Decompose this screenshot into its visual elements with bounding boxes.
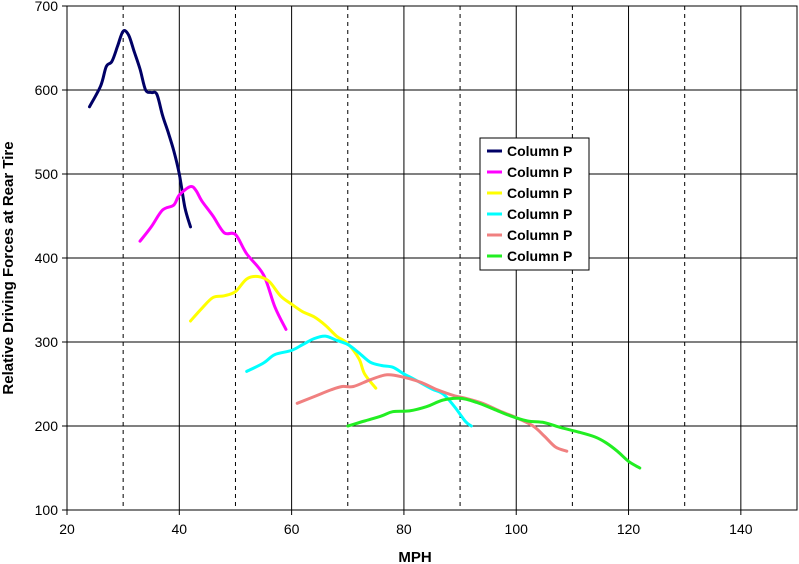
series-lines (88, 29, 642, 470)
grid (67, 5, 798, 510)
x-tick-label: 120 (617, 521, 641, 537)
y-tick-label: 700 (35, 0, 59, 14)
series-line-3 (189, 274, 378, 390)
y-tick-label: 100 (35, 502, 59, 518)
legend-label: Column P (507, 227, 572, 243)
x-tick-label: 40 (172, 521, 188, 537)
y-tick-label: 600 (35, 82, 59, 98)
y-tick-label: 300 (35, 334, 59, 350)
legend-box (479, 137, 590, 271)
legend-label: Column P (507, 206, 572, 222)
legend-label: Column P (507, 143, 572, 159)
legend-label: Column P (507, 185, 572, 201)
series-line-1 (88, 29, 192, 229)
y-tick-label: 400 (35, 250, 59, 266)
series-line-2 (138, 184, 288, 331)
series-line-6 (346, 396, 642, 470)
series-line-5 (295, 373, 569, 453)
x-tick-label: 80 (396, 521, 412, 537)
legend: Column P Column P Column P Column P Column P… (479, 137, 590, 271)
x-tick-label: 100 (505, 521, 529, 537)
x-tick-label: 60 (284, 521, 300, 537)
x-tick-label: 140 (729, 521, 753, 537)
series-line-4 (245, 334, 473, 428)
y-tick-label: 500 (35, 166, 59, 182)
y-tick-label: 200 (35, 418, 59, 434)
legend-label: Column P (507, 164, 572, 180)
x-tick-label: 20 (59, 521, 75, 537)
x-axis-title: MPH (398, 549, 431, 564)
legend-label: Column P (507, 248, 572, 264)
y-axis-title: Relative Driving Forces at Rear Tire (0, 141, 17, 394)
